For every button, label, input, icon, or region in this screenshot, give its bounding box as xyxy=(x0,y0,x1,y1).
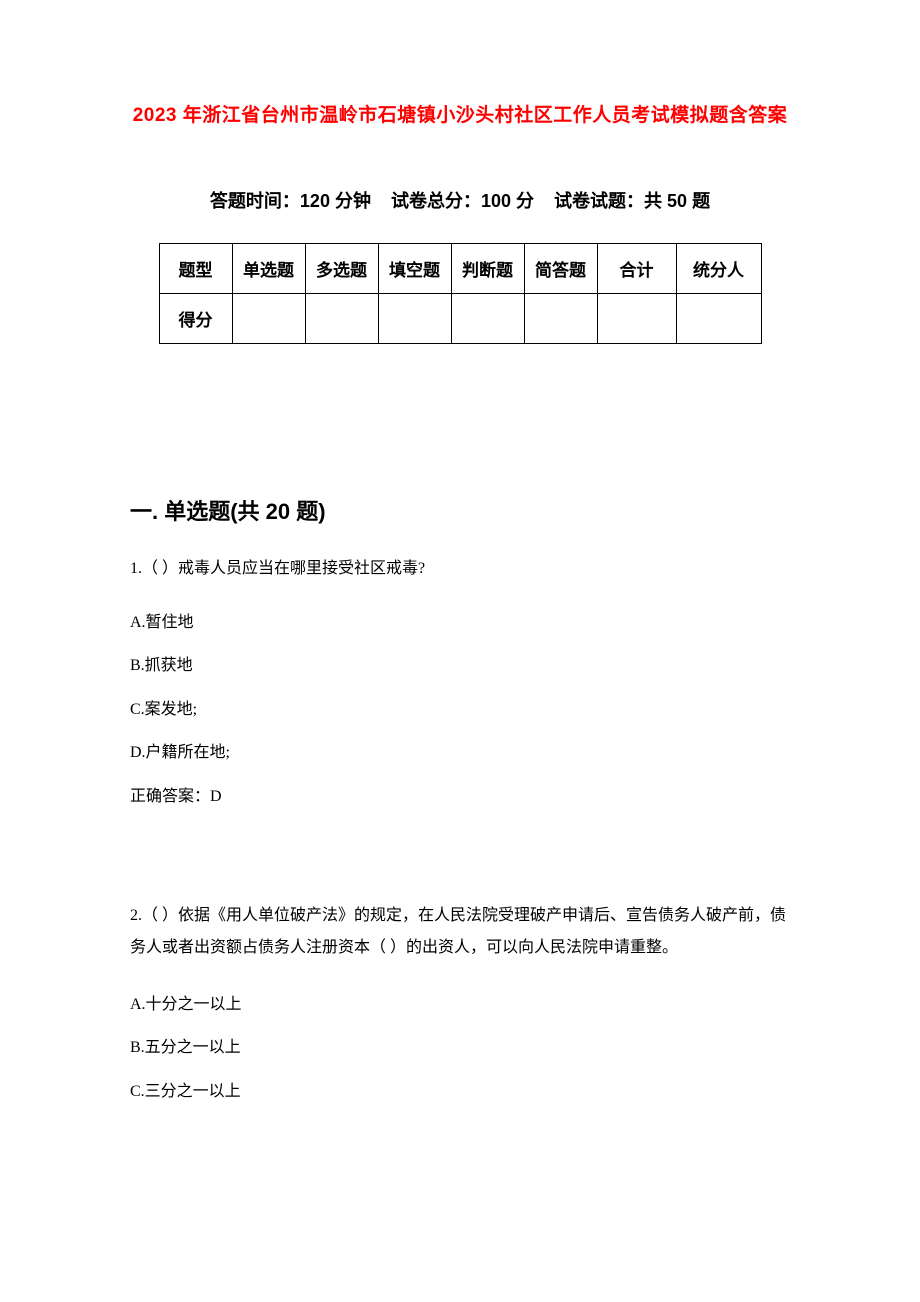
count-label: 试卷试题：共 50 题 xyxy=(554,191,710,211)
table-row: 题型 单选题 多选题 填空题 判断题 简答题 合计 统分人 xyxy=(159,244,761,294)
question-text: 1.（ ）戒毒人员应当在哪里接受社区戒毒? xyxy=(130,556,790,582)
time-label: 答题时间：120 分钟 xyxy=(210,191,371,211)
option-c: C.三分之一以上 xyxy=(130,1079,790,1105)
score-cell xyxy=(524,294,597,344)
correct-answer: 正确答案：D xyxy=(130,784,790,810)
header-cell: 判断题 xyxy=(451,244,524,294)
option-b: B.抓获地 xyxy=(130,653,790,679)
header-cell: 单选题 xyxy=(232,244,305,294)
score-table: 题型 单选题 多选题 填空题 判断题 简答题 合计 统分人 得分 xyxy=(159,243,762,344)
score-label-cell: 得分 xyxy=(159,294,232,344)
header-cell: 统分人 xyxy=(676,244,761,294)
section-heading: 一. 单选题(共 20 题) xyxy=(130,494,790,526)
score-cell xyxy=(676,294,761,344)
option-d: D.户籍所在地; xyxy=(130,740,790,766)
score-cell xyxy=(305,294,378,344)
header-cell: 简答题 xyxy=(524,244,597,294)
score-cell xyxy=(597,294,676,344)
exam-title: 2023 年浙江省台州市温岭市石塘镇小沙头村社区工作人员考试模拟题含答案 xyxy=(130,100,790,127)
score-cell xyxy=(232,294,305,344)
header-cell: 合计 xyxy=(597,244,676,294)
option-a: A.十分之一以上 xyxy=(130,992,790,1018)
header-cell: 题型 xyxy=(159,244,232,294)
score-cell xyxy=(378,294,451,344)
header-cell: 填空题 xyxy=(378,244,451,294)
table-row: 得分 xyxy=(159,294,761,344)
header-cell: 多选题 xyxy=(305,244,378,294)
question-text: 2.（ ）依据《用人单位破产法》的规定，在人民法院受理破产申请后、宣告债务人破产… xyxy=(130,900,790,964)
total-label: 试卷总分：100 分 xyxy=(391,191,534,211)
option-a: A.暂住地 xyxy=(130,610,790,636)
option-b: B.五分之一以上 xyxy=(130,1035,790,1061)
exam-meta: 答题时间：120 分钟 试卷总分：100 分 试卷试题：共 50 题 xyxy=(130,187,790,213)
option-c: C.案发地; xyxy=(130,697,790,723)
score-cell xyxy=(451,294,524,344)
